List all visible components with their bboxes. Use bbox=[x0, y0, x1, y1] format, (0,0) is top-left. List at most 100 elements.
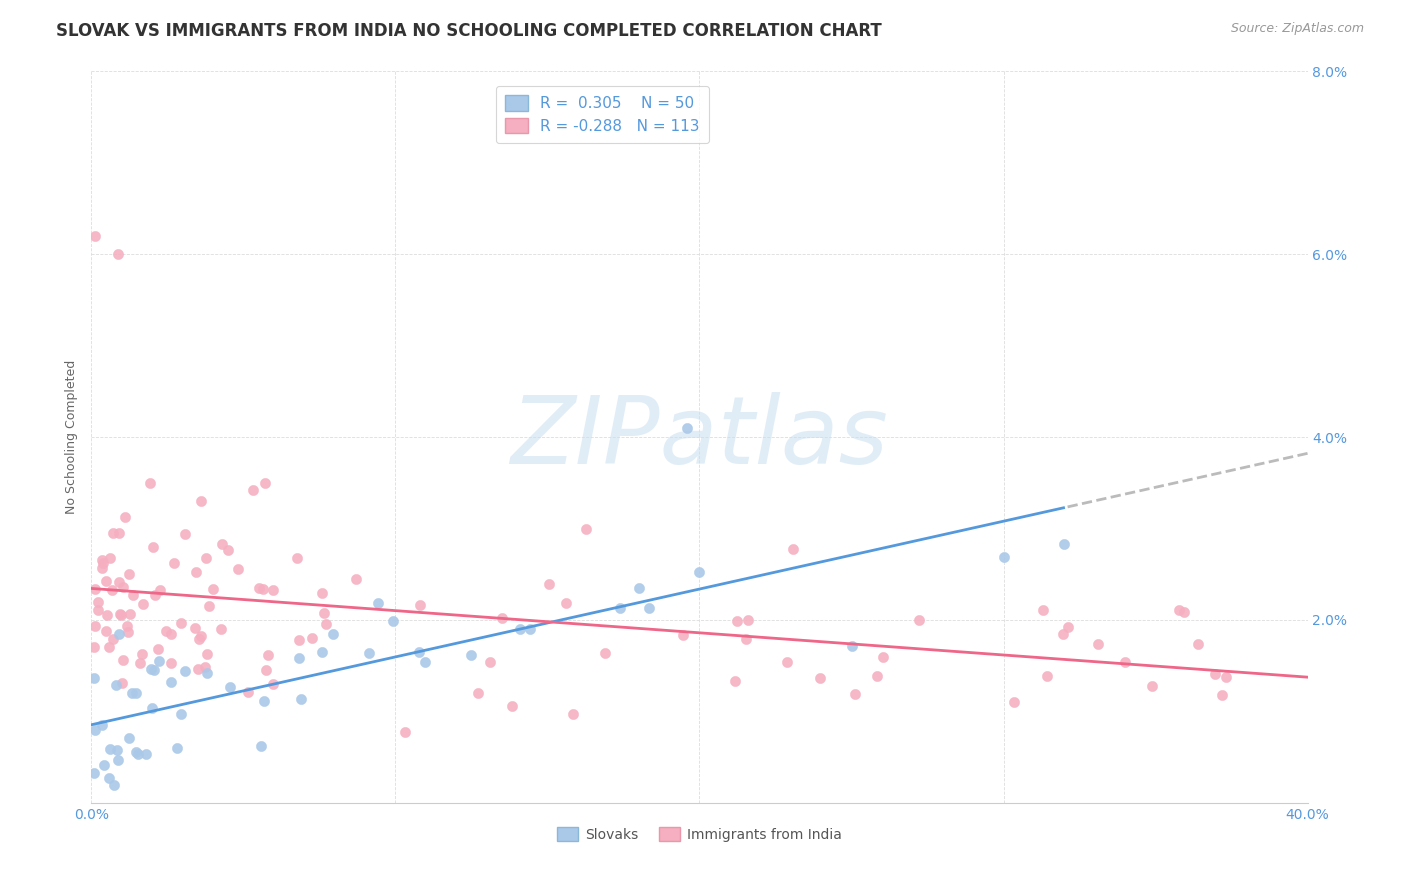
Point bbox=[254, 475, 277, 490]
Point bbox=[124, 745, 146, 759]
Point bbox=[561, 706, 583, 721]
Point bbox=[149, 582, 172, 597]
Point bbox=[94, 624, 117, 638]
Point bbox=[120, 607, 142, 621]
Point bbox=[735, 632, 758, 647]
Point bbox=[381, 615, 404, 629]
Point bbox=[593, 646, 616, 660]
Point bbox=[242, 483, 264, 497]
Point bbox=[725, 614, 748, 628]
Point bbox=[198, 599, 221, 613]
Point bbox=[460, 648, 482, 663]
Point bbox=[187, 662, 209, 676]
Y-axis label: No Schooling Completed: No Schooling Completed bbox=[65, 360, 79, 514]
Point bbox=[108, 574, 131, 589]
Point bbox=[688, 565, 710, 579]
Point bbox=[105, 743, 128, 757]
Point bbox=[184, 565, 207, 579]
Point bbox=[638, 600, 661, 615]
Text: SLOVAK VS IMMIGRANTS FROM INDIA NO SCHOOLING COMPLETED CORRELATION CHART: SLOVAK VS IMMIGRANTS FROM INDIA NO SCHOO… bbox=[56, 22, 882, 40]
Point bbox=[344, 572, 367, 586]
Point bbox=[143, 589, 166, 603]
Point bbox=[841, 639, 863, 653]
Point bbox=[108, 526, 131, 541]
Point bbox=[478, 655, 501, 669]
Point bbox=[194, 660, 217, 674]
Point bbox=[408, 645, 430, 659]
Point bbox=[195, 666, 218, 681]
Point bbox=[174, 664, 197, 678]
Point bbox=[409, 598, 432, 612]
Point bbox=[195, 647, 218, 661]
Point bbox=[1173, 605, 1195, 619]
Point bbox=[159, 656, 181, 670]
Point bbox=[491, 611, 513, 625]
Point bbox=[96, 607, 118, 622]
Point bbox=[142, 663, 165, 677]
Point bbox=[131, 647, 153, 661]
Point bbox=[359, 646, 381, 660]
Point bbox=[993, 550, 1015, 565]
Point bbox=[609, 600, 631, 615]
Point bbox=[872, 650, 894, 665]
Point bbox=[782, 541, 804, 556]
Point bbox=[1002, 695, 1025, 709]
Point bbox=[160, 675, 183, 690]
Point bbox=[93, 758, 115, 772]
Point bbox=[155, 624, 177, 638]
Point bbox=[103, 632, 125, 646]
Point bbox=[105, 678, 128, 692]
Text: ZIPatlas: ZIPatlas bbox=[510, 392, 889, 483]
Point bbox=[90, 553, 112, 567]
Point bbox=[249, 581, 271, 595]
Point bbox=[83, 582, 105, 597]
Point bbox=[117, 625, 139, 640]
Point bbox=[87, 595, 110, 609]
Point bbox=[146, 642, 169, 657]
Point bbox=[141, 700, 163, 714]
Point bbox=[190, 494, 212, 508]
Point bbox=[311, 586, 333, 600]
Point bbox=[254, 663, 277, 677]
Point bbox=[519, 622, 541, 636]
Point bbox=[252, 582, 274, 596]
Point bbox=[1204, 666, 1226, 681]
Point bbox=[1114, 655, 1136, 669]
Text: Source: ZipAtlas.com: Source: ZipAtlas.com bbox=[1230, 22, 1364, 36]
Point bbox=[91, 561, 114, 575]
Point bbox=[114, 510, 136, 524]
Point bbox=[121, 686, 143, 700]
Point bbox=[1053, 537, 1076, 551]
Point bbox=[312, 606, 335, 620]
Point bbox=[226, 562, 249, 576]
Point bbox=[98, 551, 121, 566]
Point bbox=[219, 680, 242, 694]
Point bbox=[1087, 637, 1109, 651]
Point bbox=[253, 694, 276, 708]
Point bbox=[98, 772, 121, 786]
Point bbox=[844, 687, 866, 701]
Point bbox=[808, 671, 831, 685]
Point bbox=[257, 648, 280, 662]
Point bbox=[190, 629, 212, 643]
Point bbox=[122, 588, 145, 602]
Point bbox=[91, 556, 114, 570]
Point bbox=[83, 619, 105, 633]
Point bbox=[83, 671, 105, 685]
Point bbox=[501, 699, 523, 714]
Point bbox=[195, 551, 218, 566]
Point bbox=[866, 668, 889, 682]
Point bbox=[1035, 669, 1057, 683]
Point bbox=[538, 577, 561, 591]
Point bbox=[1211, 688, 1233, 702]
Point bbox=[159, 627, 181, 641]
Point bbox=[170, 706, 193, 721]
Point bbox=[163, 556, 186, 570]
Point bbox=[132, 597, 155, 611]
Point bbox=[1215, 670, 1237, 684]
Point bbox=[262, 582, 284, 597]
Point bbox=[100, 741, 122, 756]
Point bbox=[118, 731, 141, 745]
Point bbox=[285, 551, 308, 566]
Point bbox=[83, 766, 105, 780]
